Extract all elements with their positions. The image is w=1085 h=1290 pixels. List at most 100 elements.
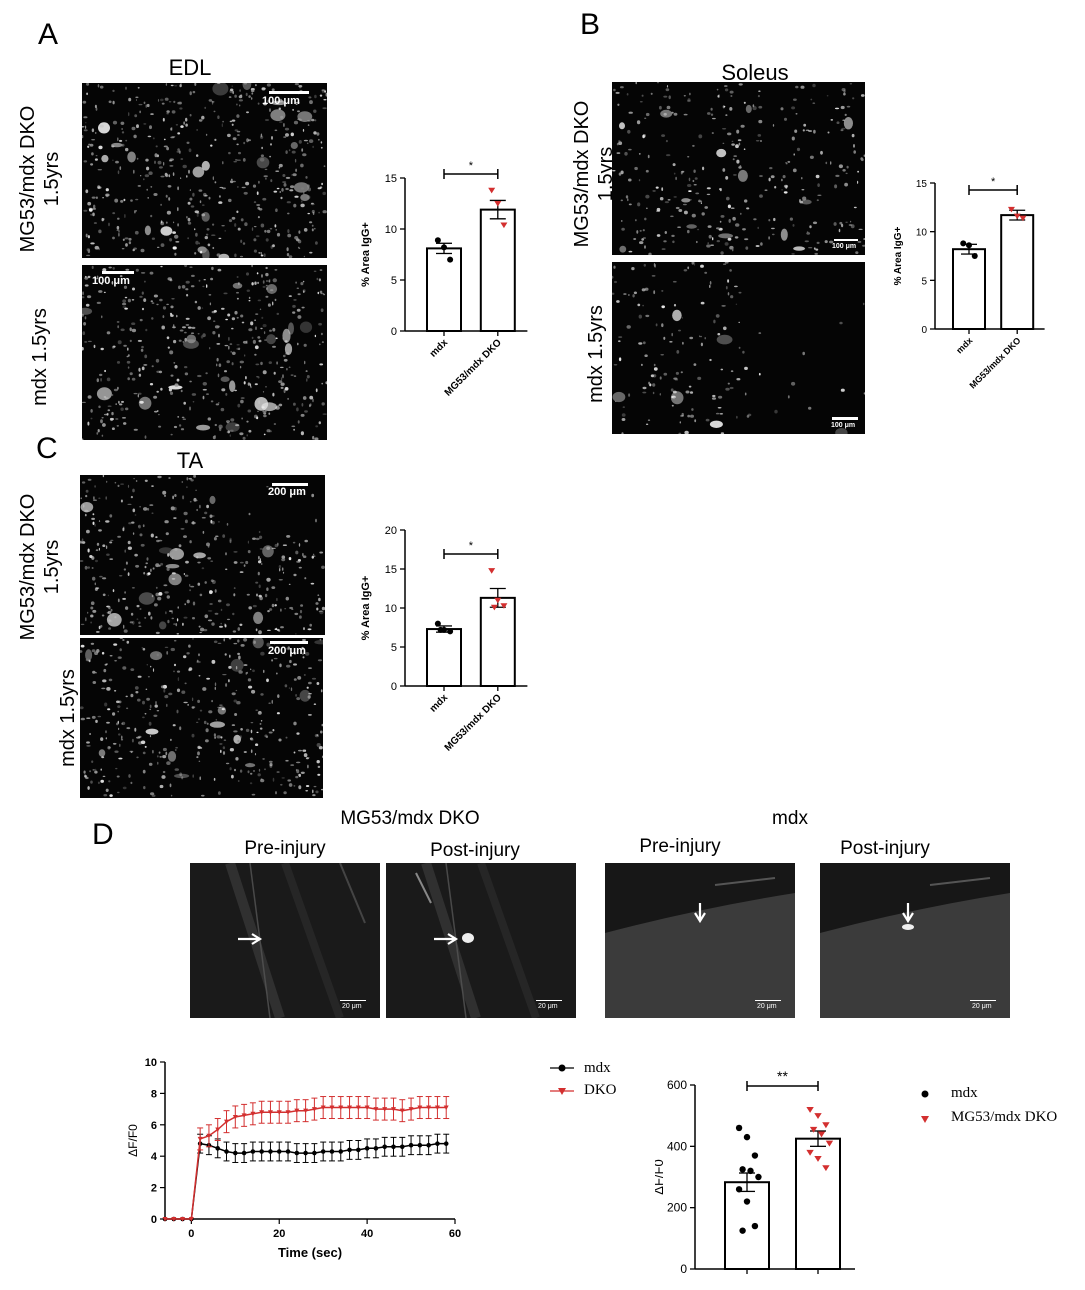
speckle <box>245 92 248 97</box>
speckle <box>216 343 221 345</box>
speckle <box>186 175 188 178</box>
speckle <box>321 723 323 727</box>
speckle <box>92 681 97 684</box>
scalebar-label: 20 μm <box>972 1003 992 1010</box>
speckle <box>131 328 137 333</box>
speckle <box>231 317 236 321</box>
speckle <box>213 320 216 322</box>
speckle <box>149 504 154 506</box>
speckle <box>134 727 137 732</box>
speckle <box>258 252 261 254</box>
speckle <box>84 276 89 280</box>
speckle <box>234 713 238 716</box>
speckle <box>625 195 629 199</box>
speckle <box>297 420 300 424</box>
speckle <box>171 572 176 575</box>
speckle <box>85 494 88 498</box>
data-point-dko <box>1019 215 1027 222</box>
speckle <box>316 277 319 281</box>
speckle <box>137 185 141 187</box>
speckle <box>189 189 191 191</box>
speckle <box>124 549 126 553</box>
speckle <box>141 366 145 371</box>
speckle <box>176 633 180 635</box>
speckle <box>119 166 122 170</box>
speckle <box>288 783 293 787</box>
speckle <box>232 612 235 616</box>
speckle <box>300 413 305 417</box>
y-tick-label: 6 <box>151 1120 157 1132</box>
speckle <box>266 678 269 683</box>
speckle <box>175 623 178 627</box>
speckle <box>105 730 107 734</box>
speckle <box>94 132 97 134</box>
speckle <box>320 292 325 295</box>
speckle <box>307 628 312 631</box>
speckle <box>257 216 260 219</box>
speckle <box>260 651 265 656</box>
speckle <box>137 675 142 678</box>
speckle <box>795 113 798 115</box>
speckle <box>720 432 725 434</box>
data-point-mdx <box>751 1152 759 1159</box>
speckle <box>173 221 175 224</box>
speckle <box>126 360 131 364</box>
speckle <box>709 284 711 288</box>
speckle <box>204 106 207 109</box>
speckle <box>693 169 696 173</box>
speckle <box>305 652 310 656</box>
speckle <box>801 177 803 180</box>
speckle <box>236 210 239 214</box>
speckle <box>226 360 230 364</box>
speckle <box>117 710 119 713</box>
speckle <box>281 188 284 192</box>
speckle <box>225 568 228 571</box>
speckle <box>300 203 305 208</box>
speckle <box>725 176 729 180</box>
speckle <box>260 693 264 696</box>
speckle <box>138 103 143 106</box>
speckle <box>264 229 267 233</box>
speckle <box>827 131 830 134</box>
speckle <box>84 774 86 778</box>
speckle <box>155 586 158 589</box>
speckle <box>290 185 295 189</box>
speckle <box>174 749 177 751</box>
speckle <box>248 95 251 98</box>
speckle <box>220 608 223 612</box>
speckle <box>292 304 296 308</box>
speckle <box>122 639 125 641</box>
speckle <box>722 142 725 144</box>
speckle <box>94 104 97 109</box>
speckle <box>251 282 254 286</box>
speckle <box>132 287 135 291</box>
speckle <box>130 199 133 202</box>
speckle <box>176 378 180 382</box>
speckle <box>114 481 117 484</box>
speckle <box>103 218 105 221</box>
speckle <box>838 164 843 169</box>
fiber-texture <box>605 877 795 1018</box>
speckle <box>695 192 700 195</box>
data-point-dko <box>809 1126 818 1133</box>
speckle <box>80 644 85 648</box>
scalebar-label: 100 μm <box>92 275 130 287</box>
speckle <box>171 578 176 580</box>
speckle <box>634 166 638 171</box>
speckle <box>743 101 746 104</box>
speckle <box>225 318 229 321</box>
data-point-dko <box>426 1105 432 1111</box>
panel-c-row1-label: MG53/mdx DKO 1.5yrs <box>16 467 64 667</box>
speckle <box>641 363 643 366</box>
speckle <box>292 108 294 111</box>
speckle <box>193 475 196 478</box>
speckle <box>213 110 216 113</box>
speckle <box>257 376 260 379</box>
speckle <box>716 227 720 230</box>
speckle <box>636 120 641 125</box>
speckle <box>179 107 183 110</box>
speckle <box>738 83 743 86</box>
speckle <box>214 686 216 690</box>
speckle <box>833 222 837 226</box>
speckle <box>302 280 305 283</box>
